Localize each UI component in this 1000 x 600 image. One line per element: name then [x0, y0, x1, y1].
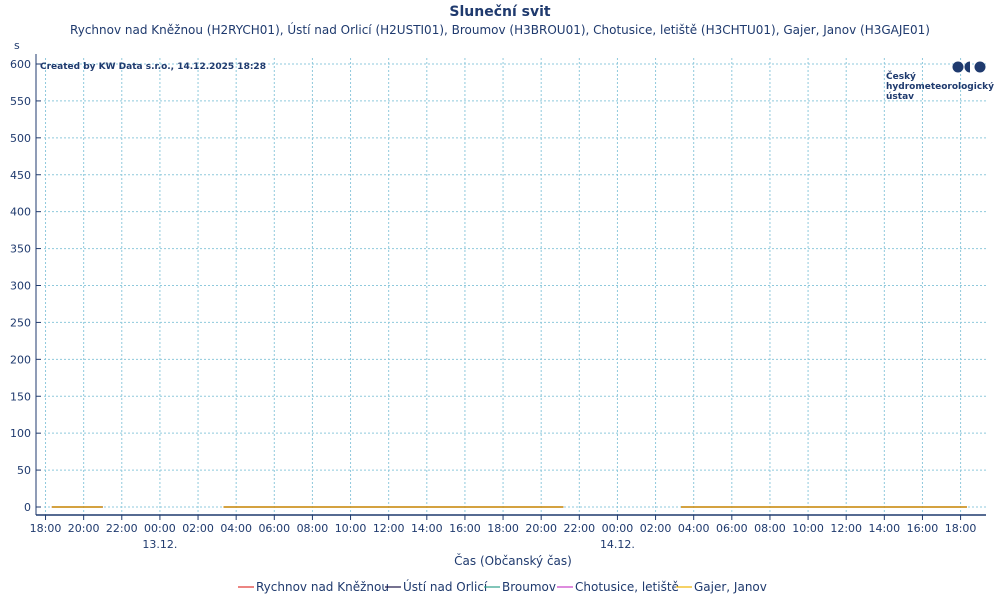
x-tick-label: 02:00 — [182, 522, 214, 535]
x-tick-label: 04:00 — [678, 522, 710, 535]
logo-dot-right-icon — [974, 61, 986, 73]
x-axis-ticks: 18:00 20:00 22:00 00:00 02:00 04:00 06:00 08:00… — [30, 514, 986, 551]
y-tick-label: 250 — [10, 316, 31, 329]
x-tick-label: 00:00 — [144, 522, 176, 535]
x-tick-label: 10:00 — [335, 522, 367, 535]
x-tick-label: 20:00 — [525, 522, 557, 535]
chart-title: Sluneční svit — [449, 4, 551, 20]
x-tick-label: 18:00 — [945, 522, 977, 535]
legend-label: Chotusice, letiště — [575, 580, 679, 594]
y-tick-label: 100 — [10, 427, 31, 440]
chart-credit: Created by KW Data s.r.o., 14.12.2025 18… — [40, 62, 266, 72]
x-tick-label: 02:00 — [640, 522, 672, 535]
y-tick-label: 0 — [24, 501, 31, 514]
x-tick-label: 16:00 — [449, 522, 481, 535]
x-tick-label: 00:00 — [602, 522, 634, 535]
x-date-label: 14.12. — [600, 538, 635, 551]
logo-line-3: ústav — [886, 92, 914, 102]
x-tick-label: 12:00 — [830, 522, 862, 535]
x-tick-label: 14:00 — [411, 522, 443, 535]
x-axis-title: Čas (Občanský čas) — [454, 553, 572, 568]
logo-half-dot-icon — [964, 61, 970, 73]
y-tick-label: 350 — [10, 243, 31, 256]
logo-line-2: hydrometeorologický — [886, 82, 994, 92]
y-axis-unit: s — [14, 39, 20, 52]
logo-dot-left-icon — [952, 61, 964, 73]
legend-label: Broumov — [502, 580, 556, 594]
x-tick-label: 06:00 — [716, 522, 748, 535]
y-axis-ticks: 0 50 100 150 200 250 300 350 400 450 500 550 600 — [10, 54, 41, 515]
y-tick-label: 200 — [10, 353, 31, 366]
y-tick-label: 600 — [10, 58, 31, 71]
x-tick-label: 18:00 — [487, 522, 519, 535]
x-tick-label: 22:00 — [563, 522, 595, 535]
legend: Rychnov nad Kněžnou Ústí nad Orlicí Broumo… — [238, 579, 767, 594]
y-tick-label: 300 — [10, 280, 31, 293]
y-tick-label: 50 — [17, 464, 31, 477]
x-tick-label: 08:00 — [754, 522, 786, 535]
legend-label: Ústí nad Orlicí — [403, 579, 488, 594]
chart-subtitle: Rychnov nad Kněžnou (H2RYCH01), Ústí nad… — [70, 22, 930, 37]
legend-label: Rychnov nad Kněžnou — [256, 580, 389, 594]
y-tick-label: 550 — [10, 95, 31, 108]
y-tick-label: 400 — [10, 206, 31, 219]
x-tick-label: 16:00 — [907, 522, 939, 535]
y-tick-label: 450 — [10, 169, 31, 182]
x-tick-label: 08:00 — [297, 522, 329, 535]
y-tick-label: 150 — [10, 390, 31, 403]
y-tick-label: 500 — [10, 132, 31, 145]
x-tick-label: 12:00 — [373, 522, 405, 535]
chmi-logo: Český hydrometeorologický ústav — [886, 61, 994, 102]
x-tick-label: 06:00 — [258, 522, 290, 535]
x-tick-label: 10:00 — [792, 522, 824, 535]
x-tick-label: 18:00 — [30, 522, 62, 535]
grid — [44, 58, 986, 515]
x-tick-label: 14:00 — [868, 522, 900, 535]
legend-label: Gajer, Janov — [694, 580, 767, 594]
x-tick-label: 04:00 — [220, 522, 252, 535]
x-tick-label: 22:00 — [106, 522, 138, 535]
x-tick-label: 20:00 — [68, 522, 100, 535]
x-date-label: 13.12. — [142, 538, 177, 551]
logo-line-1: Český — [886, 70, 916, 82]
